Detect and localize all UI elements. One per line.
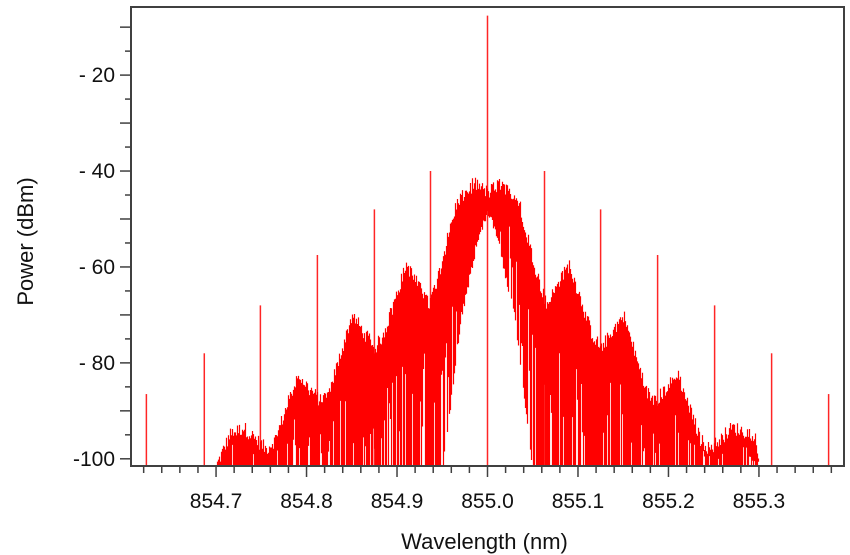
y-axis-title: Power (dBm) [13,177,38,305]
y-tick-label: -100 [73,448,115,471]
x-tick-label: 855.2 [642,490,695,513]
plot-area [145,15,830,466]
y-tick-label: - 20 [79,64,115,87]
x-tick-label: 855.0 [461,490,514,513]
x-axis: 854.7 854.8 854.9 855.0 855.1 855.2 855.3 [142,466,833,513]
y-tick-label: - 60 [79,256,115,279]
spectrum-trace [216,177,760,466]
x-tick-label: 854.9 [371,490,424,513]
x-tick-label: 855.3 [733,490,786,513]
x-axis-title: Wavelength (nm) [401,529,568,554]
y-axis: - 20 - 40 - 60 - 80 -100 [73,26,131,471]
x-tick-label: 855.1 [552,490,605,513]
y-tick-label: - 40 [79,160,115,183]
y-tick-label: - 80 [79,352,115,375]
x-tick-label: 854.8 [280,490,333,513]
x-tick-label: 854.7 [190,490,243,513]
